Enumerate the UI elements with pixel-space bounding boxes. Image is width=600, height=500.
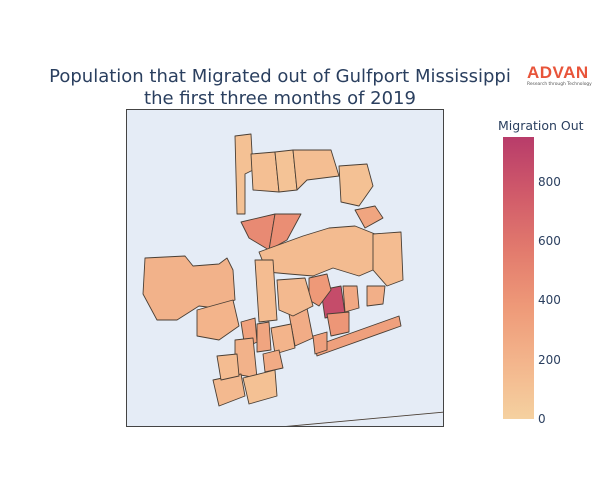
logo-wordmark: ADVAN — [527, 63, 589, 82]
region-south-sliver-b[interactable] — [312, 331, 328, 355]
region-coast-tract-c[interactable] — [270, 323, 296, 355]
region-west-large[interactable] — [142, 255, 236, 321]
advan-logo: ADVAN Research through Technology — [527, 63, 597, 88]
region-coast-tract-a[interactable] — [326, 311, 350, 337]
region-north-strip[interactable] — [234, 133, 254, 215]
region-east-small[interactable] — [366, 285, 386, 307]
chart-title-line-1: Population that Migrated out of Gulfport… — [49, 66, 511, 87]
region-south-west-b[interactable] — [216, 353, 240, 381]
colorbar-title: Migration Out — [498, 118, 584, 133]
region-center-column[interactable] — [254, 259, 278, 323]
region-center-mid[interactable] — [276, 277, 314, 317]
colorbar — [503, 137, 534, 419]
map-plot-area[interactable] — [126, 109, 444, 427]
region-northeast-triangle[interactable] — [354, 205, 384, 229]
colorbar-tick-label: 0 — [538, 412, 546, 426]
region-south-center-b[interactable] — [256, 321, 272, 353]
colorbar-tick-label: 600 — [538, 233, 561, 248]
region-southwest[interactable] — [196, 299, 240, 341]
region-central-east-b[interactable] — [342, 285, 360, 313]
chart-title-line-2: the first three months of 2019 — [144, 88, 416, 109]
boundary-line — [286, 411, 443, 426]
region-central-red-right[interactable] — [268, 213, 302, 251]
logo-tagline: Research through Technology — [527, 82, 592, 87]
region-south-sliver-a[interactable] — [262, 349, 284, 373]
region-east-mid[interactable] — [372, 231, 404, 287]
map-svg[interactable] — [127, 110, 444, 427]
region-south-bottom[interactable] — [242, 369, 278, 405]
region-north-central[interactable] — [292, 149, 340, 191]
region-north-tract-2[interactable] — [250, 151, 280, 193]
colorbar-tick-label: 400 — [538, 293, 561, 308]
region-central-large[interactable] — [258, 225, 376, 277]
colorbar-tick-label: 800 — [538, 174, 561, 189]
colorbar-tick-label: 200 — [538, 352, 561, 367]
region-northeast-a[interactable] — [338, 163, 374, 207]
